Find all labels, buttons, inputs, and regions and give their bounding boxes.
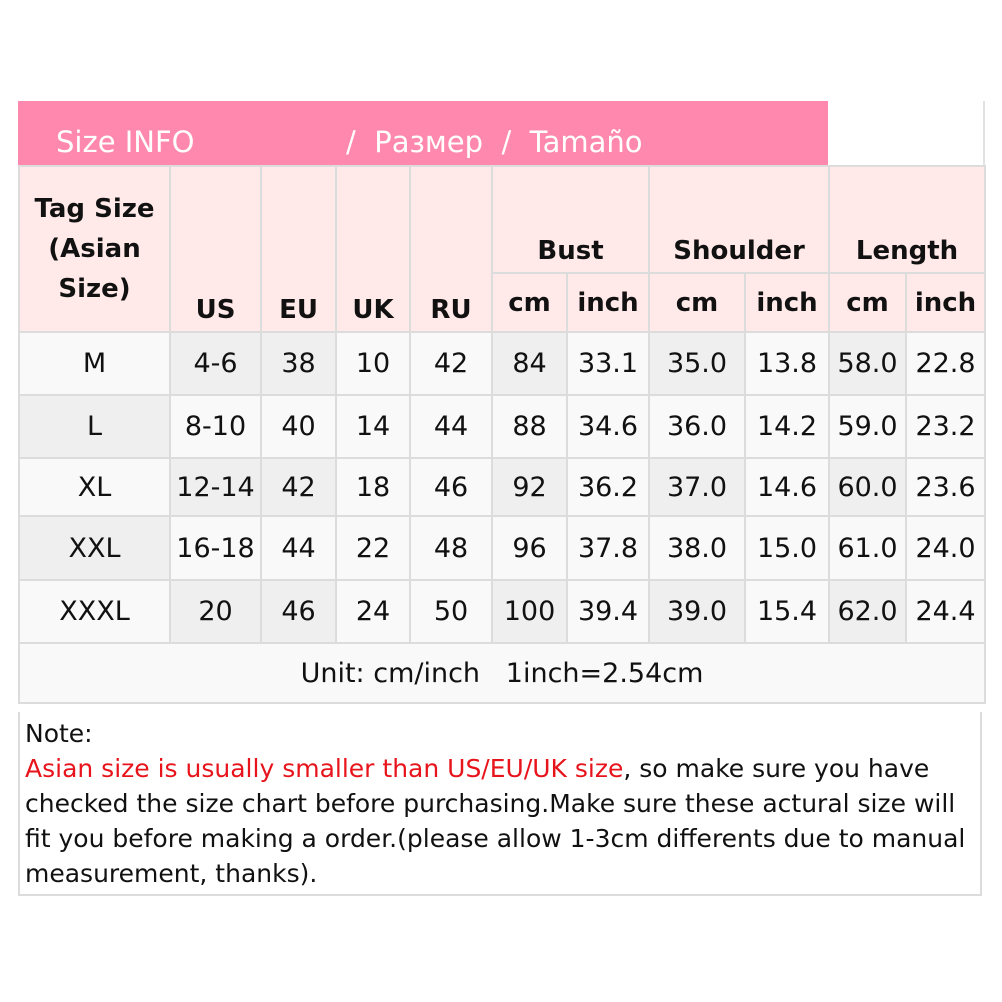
cell-ru: 48 [409,515,493,581]
cell-us: 4-6 [169,331,262,396]
cell-shoulder-inch: 14.2 [744,394,831,459]
cell-length-inch: 24.4 [905,579,987,644]
header-bust-cm: cm [491,272,568,333]
cell-bust-inch: 37.8 [565,515,651,581]
cell-bust-inch: 36.2 [565,457,651,517]
note-text: , so make sure you have checked the size… [25,754,966,888]
cell-shoulder-inch: 14.6 [744,457,831,517]
header-length-cm: cm [828,272,908,333]
cell-eu: 46 [260,579,337,644]
cell-us: 20 [169,579,262,644]
header-length: Length [828,165,987,274]
cell-bust-inch: 33.1 [565,331,651,396]
cell-us: 16-18 [169,515,262,581]
cell-length-cm: 60.0 [828,457,908,517]
size-chart-table: Tag Size (Asian Size) US EU UK RU Bust S… [17,165,987,704]
cell-tag-size: M [18,331,171,396]
header-shoulder-cm: cm [648,272,747,333]
cell-uk: 22 [335,515,411,581]
cell-shoulder-cm: 38.0 [648,515,747,581]
cell-length-inch: 24.0 [905,515,987,581]
cell-bust-cm: 84 [491,331,568,396]
cell-length-inch: 23.2 [905,394,987,459]
cell-ru: 50 [409,579,493,644]
cell-uk: 18 [335,457,411,517]
note-label: Note: [25,719,93,748]
cell-uk: 24 [335,579,411,644]
table-row: XL 12-14 42 18 46 92 36.2 37.0 14.6 60.0 23.6 [18,457,987,517]
cell-uk: 10 [335,331,411,396]
table-row: L 8-10 40 14 44 88 34.6 36.0 14.2 59.0 23.2 [18,394,987,459]
cell-eu: 38 [260,331,337,396]
cell-ru: 44 [409,394,493,459]
unit-note: Unit: cm/inch 1inch=2.54cm [17,642,987,704]
cell-uk: 14 [335,394,411,459]
banner-title: Size INFO [56,125,195,159]
cell-bust-inch: 34.6 [565,394,651,459]
cell-bust-inch: 39.4 [565,579,651,644]
header-length-inch: inch [905,272,987,333]
cell-us: 8-10 [169,394,262,459]
cell-length-inch: 22.8 [905,331,987,396]
cell-ru: 42 [409,331,493,396]
cell-shoulder-cm: 35.0 [648,331,747,396]
cell-bust-cm: 92 [491,457,568,517]
cell-shoulder-inch: 13.8 [744,331,831,396]
header-us: US [169,165,262,333]
cell-length-cm: 61.0 [828,515,908,581]
cell-ru: 46 [409,457,493,517]
cell-length-inch: 23.6 [905,457,987,517]
cell-eu: 44 [260,515,337,581]
cell-tag-size: L [18,394,171,459]
header-shoulder-inch: inch [744,272,831,333]
cell-tag-size: XL [18,457,171,517]
table-row: XXL 16-18 44 22 48 96 37.8 38.0 15.0 61.0 24.0 [18,515,987,581]
header-ru: RU [409,165,493,333]
note-box: Note: Asian size is usually smaller than… [18,712,982,896]
header-uk: UK [335,165,411,333]
cell-length-cm: 59.0 [828,394,908,459]
table-row: M 4-6 38 10 42 84 33.1 35.0 13.8 58.0 22.8 [18,331,987,396]
header-tag-size: Tag Size (Asian Size) [18,165,171,333]
banner-translations: / Размер / Tamaño [346,125,643,159]
cell-bust-cm: 100 [491,579,568,644]
cell-us: 12-14 [169,457,262,517]
cell-shoulder-cm: 37.0 [648,457,747,517]
header-shoulder: Shoulder [648,165,831,274]
table-row: XXXL 20 46 24 50 100 39.4 39.0 15.4 62.0 24.4 [18,579,987,644]
size-info-banner: Size INFO / Размер / Tamaño [18,101,828,165]
cell-eu: 42 [260,457,337,517]
cell-bust-cm: 96 [491,515,568,581]
cell-shoulder-cm: 39.0 [648,579,747,644]
note-highlight: Asian size is usually smaller than US/EU… [25,754,624,783]
header-bust: Bust [490,165,651,274]
cell-length-cm: 58.0 [828,331,908,396]
cell-tag-size: XXXL [18,579,171,644]
cell-bust-cm: 88 [491,394,568,459]
divider [983,101,985,165]
header-bust-inch: inch [565,272,651,333]
cell-shoulder-inch: 15.0 [744,515,831,581]
cell-eu: 40 [260,394,337,459]
cell-shoulder-inch: 15.4 [744,579,831,644]
cell-length-cm: 62.0 [828,579,908,644]
cell-tag-size: XXL [18,515,171,581]
header-eu: EU [260,165,337,333]
cell-shoulder-cm: 36.0 [648,394,747,459]
